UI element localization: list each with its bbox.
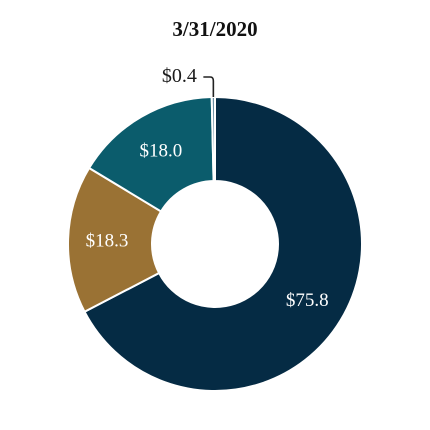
donut-slice-3 — [210, 95, 216, 183]
labels-group: $75.8 $18.3 $18.0 $0.4 — [86, 65, 329, 311]
chart-title: 3/31/2020 — [172, 17, 258, 41]
slice-label-2: $18.0 — [139, 141, 182, 162]
slice-label-1: $18.3 — [86, 231, 129, 252]
slices-group — [67, 95, 363, 392]
callout-leader-line — [203, 76, 215, 98]
donut-slice-2 — [87, 96, 215, 213]
donut-slice-0 — [83, 95, 363, 392]
slice-label-3: $0.4 — [162, 65, 197, 87]
slice-label-0: $75.8 — [286, 290, 329, 311]
donut-slice-1 — [67, 166, 163, 314]
